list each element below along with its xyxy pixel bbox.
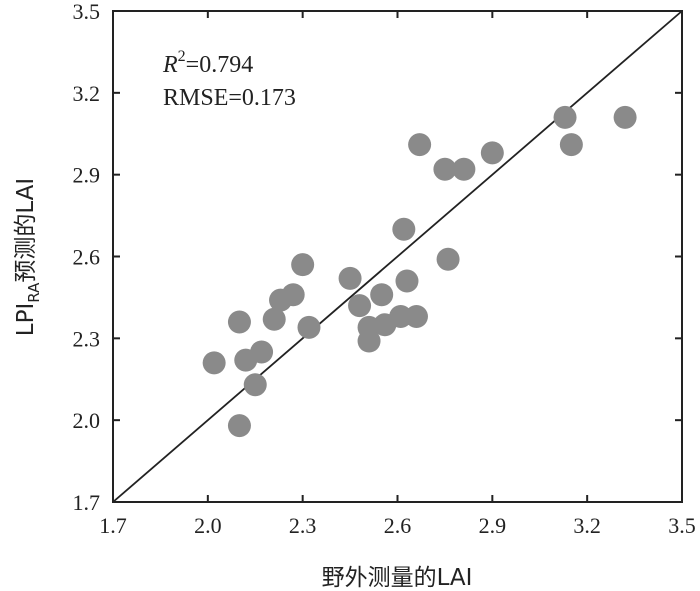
scatter-point — [408, 133, 432, 157]
x-tick-label: 3.2 — [573, 513, 601, 538]
scatter-point — [262, 307, 286, 331]
y-tick-label: 2.0 — [73, 408, 101, 433]
scatter-point — [338, 266, 362, 290]
scatter-point — [389, 305, 413, 329]
x-tick-label: 2.9 — [479, 513, 507, 538]
y-axis-label-suffix: 预测的LAI — [13, 178, 39, 283]
y-tick-label: 1.7 — [73, 490, 101, 515]
scatter-point — [480, 141, 504, 165]
scatter-point — [202, 351, 226, 375]
scatter-point — [404, 305, 428, 329]
y-tick-label: 2.6 — [73, 245, 101, 270]
r2-value: =0.794 — [186, 52, 254, 78]
x-tick-label: 1.7 — [99, 513, 127, 538]
scatter-point — [559, 133, 583, 157]
scatter-point — [243, 373, 267, 397]
plot-frame — [112, 10, 683, 503]
rmse-annotation: RMSE=0.173 — [163, 85, 296, 111]
y-axis-label-subscript: RA — [25, 282, 43, 303]
r2-annotation: R2=0.794 — [162, 48, 253, 78]
scatter-point — [433, 157, 457, 181]
y-tick-label: 2.3 — [73, 326, 101, 351]
one-to-one-line — [112, 10, 683, 503]
scatter-point — [227, 414, 251, 438]
r2-superscript: 2 — [178, 48, 186, 65]
scatter-point — [452, 157, 476, 181]
axis-ticks: 1.7 2.0 2.3 2.6 2.9 3.2 3.5 1.7 2.0 2.3 2.6 2.9 3.2 3… — [73, 0, 696, 538]
reference-line-group — [112, 10, 683, 503]
r2-symbol: R — [162, 52, 178, 78]
scatter-point — [348, 294, 372, 318]
x-tick-label: 2.0 — [194, 513, 222, 538]
x-tick-label: 2.3 — [289, 513, 317, 538]
y-tick-label: 3.5 — [73, 0, 101, 24]
scatter-point — [250, 340, 274, 364]
y-tick-label: 2.9 — [73, 163, 101, 188]
scatter-point — [291, 253, 315, 277]
y-tick-label: 3.2 — [73, 81, 101, 106]
scatter-point — [553, 105, 577, 129]
data-points — [202, 105, 637, 438]
scatter-point — [395, 269, 419, 293]
scatter-point — [297, 315, 321, 339]
scatter-point — [370, 283, 394, 307]
scatter-point — [227, 310, 251, 334]
x-axis-label: 野外测量的LAI — [322, 565, 473, 591]
scatter-point — [613, 105, 637, 129]
scatter-point — [436, 247, 460, 271]
x-tick-label: 2.6 — [384, 513, 412, 538]
y-axis-label-prefix: LPI — [13, 303, 39, 336]
x-tick-label: 3.5 — [668, 513, 696, 538]
scatter-point — [392, 217, 416, 241]
scatter-point — [281, 283, 305, 307]
y-axis-label: LPIRA预测的LAI — [13, 178, 43, 336]
